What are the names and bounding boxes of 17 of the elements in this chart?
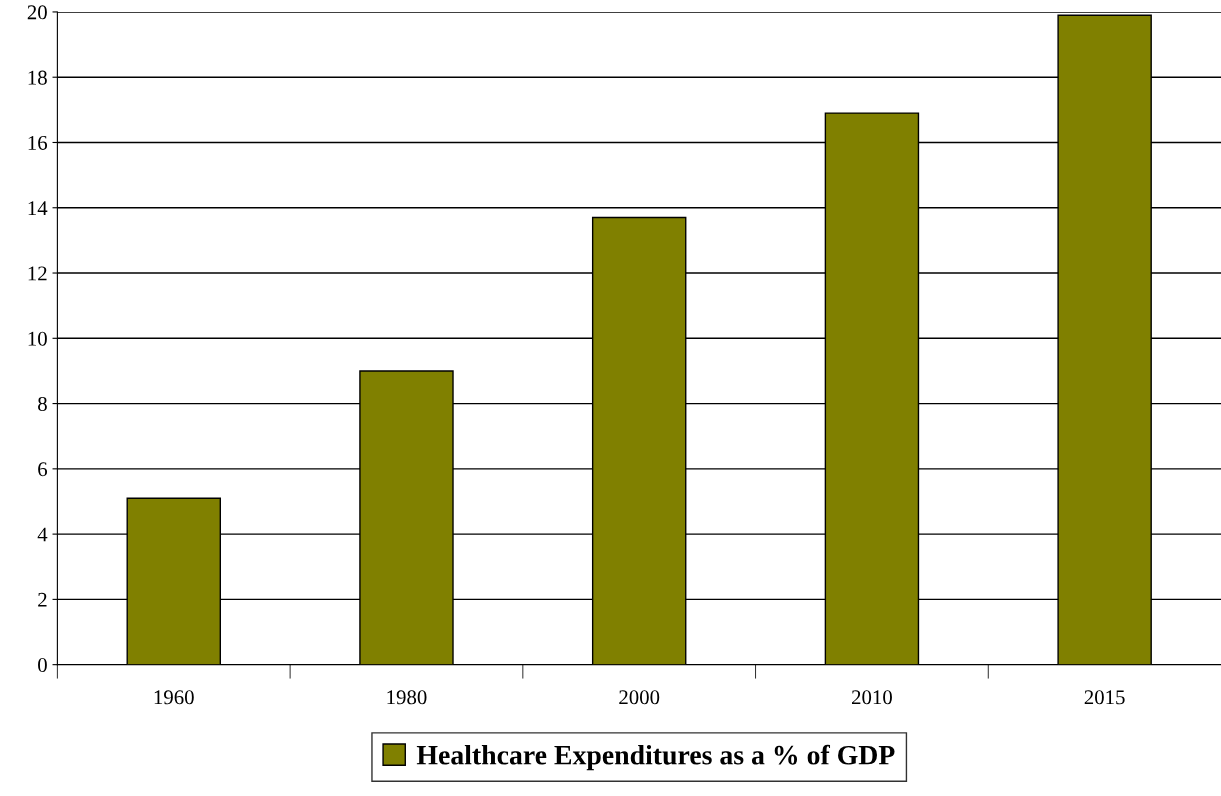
y-tick-label: 2 bbox=[38, 592, 47, 607]
x-tick-label: 2000 bbox=[619, 690, 660, 705]
x-tick-label: 2010 bbox=[852, 690, 892, 705]
y-tick-label: 10 bbox=[28, 331, 47, 346]
x-tick-label: 2015 bbox=[1084, 690, 1125, 705]
y-tick-label: 4 bbox=[37, 527, 48, 542]
y-tick-label: 8 bbox=[38, 396, 47, 412]
y-tick-label: 12 bbox=[28, 266, 47, 281]
y-tick-label: 20 bbox=[27, 5, 47, 20]
y-tick-label: 18 bbox=[28, 70, 47, 85]
y-tick-label: 14 bbox=[28, 201, 48, 215]
x-tick-label: 1980 bbox=[387, 690, 427, 705]
legend-label: Healthcare Expenditures as a % of GDP bbox=[416, 744, 895, 771]
y-tick-label: 6 bbox=[38, 462, 48, 477]
x-tick-label: 1960 bbox=[154, 690, 194, 705]
y-tick-label: 16 bbox=[28, 135, 48, 150]
y-tick-label: 0 bbox=[38, 658, 47, 673]
